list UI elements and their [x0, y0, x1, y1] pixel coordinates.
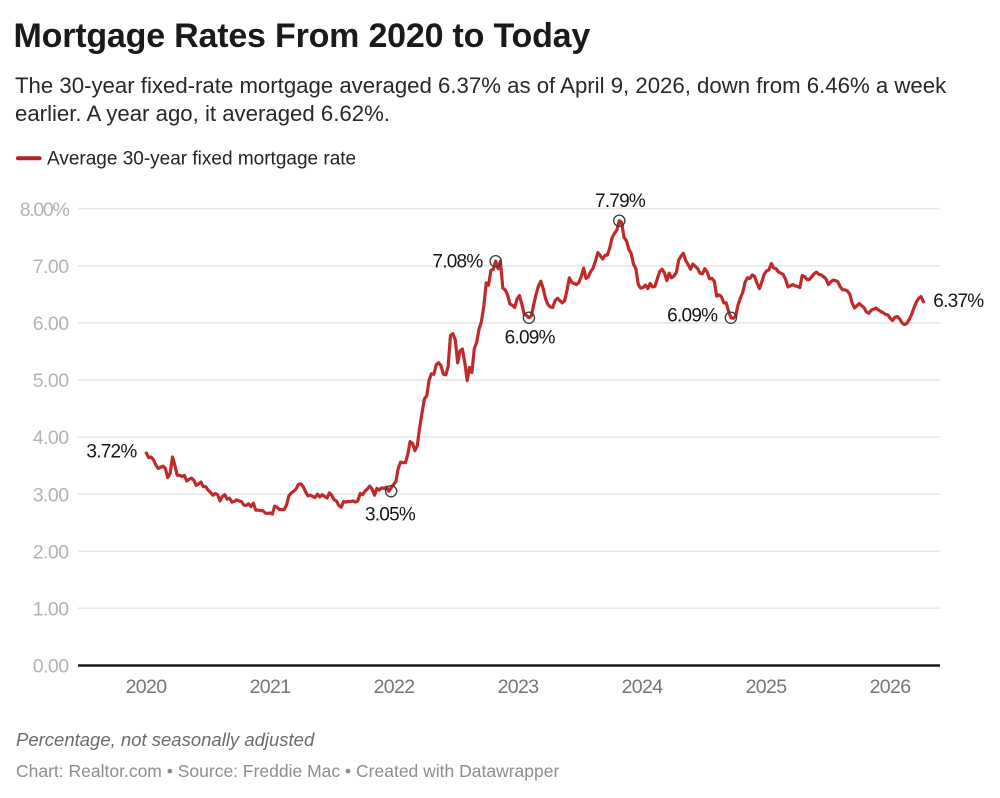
svg-text:2020: 2020 — [126, 676, 168, 698]
svg-text:2026: 2026 — [870, 676, 911, 698]
svg-text:earlier. A year ago, it averag: earlier. A year ago, it averaged 6.62%. — [15, 101, 390, 126]
svg-text:6.37%: 6.37% — [933, 291, 984, 312]
svg-text:8.00%: 8.00% — [20, 199, 70, 221]
svg-text:2024: 2024 — [622, 676, 664, 698]
svg-text:Percentage, not seasonally adj: Percentage, not seasonally adjusted — [16, 729, 315, 750]
svg-text:2021: 2021 — [250, 676, 291, 698]
svg-text:7.79%: 7.79% — [595, 191, 646, 212]
svg-text:The 30-year fixed-rate mortgag: The 30-year fixed-rate mortgage averaged… — [15, 73, 947, 98]
svg-text:7.08%: 7.08% — [432, 252, 483, 273]
svg-text:2025: 2025 — [746, 676, 788, 698]
svg-text:5.00: 5.00 — [33, 370, 69, 392]
svg-text:Chart: Realtor.com • Source: F: Chart: Realtor.com • Source: Freddie Mac… — [16, 761, 559, 781]
svg-text:3.00: 3.00 — [33, 484, 69, 506]
svg-text:2022: 2022 — [374, 676, 415, 698]
svg-text:Mortgage Rates From 2020 to To: Mortgage Rates From 2020 to Today — [14, 17, 591, 55]
svg-text:6.09%: 6.09% — [667, 306, 718, 327]
svg-text:1.00: 1.00 — [33, 598, 69, 620]
svg-text:Average 30-year fixed mortgage: Average 30-year fixed mortgage rate — [47, 148, 356, 169]
svg-text:4.00: 4.00 — [33, 427, 69, 449]
svg-text:6.00: 6.00 — [33, 313, 69, 335]
svg-text:6.09%: 6.09% — [505, 328, 556, 349]
svg-text:3.05%: 3.05% — [365, 505, 416, 526]
svg-text:2.00: 2.00 — [33, 541, 69, 563]
svg-text:3.72%: 3.72% — [86, 442, 137, 463]
svg-text:2023: 2023 — [498, 676, 539, 698]
svg-text:0.00: 0.00 — [33, 656, 69, 678]
svg-text:7.00: 7.00 — [33, 256, 69, 278]
